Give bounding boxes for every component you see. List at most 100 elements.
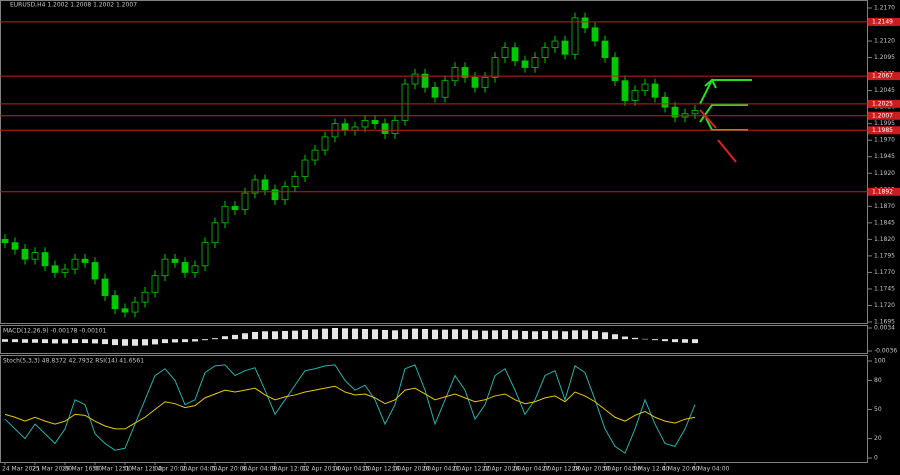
macd-bar bbox=[292, 330, 298, 340]
candle-body bbox=[151, 275, 159, 293]
macd-bar bbox=[592, 330, 598, 340]
macd-bar bbox=[212, 338, 218, 340]
candle-body bbox=[61, 268, 69, 273]
y-tick-label: 100 bbox=[874, 358, 886, 365]
x-tick-label: 21 Apr 12:00 bbox=[452, 466, 491, 473]
level-label: 1.2067 bbox=[872, 73, 893, 80]
macd-bar bbox=[192, 339, 198, 342]
y-tick-label: 50 bbox=[874, 406, 882, 413]
candle-body bbox=[31, 252, 39, 260]
candle-body bbox=[531, 57, 539, 68]
macd-bar bbox=[122, 339, 128, 346]
y-tick-label: 80 bbox=[874, 377, 882, 384]
candle-body bbox=[521, 60, 529, 68]
x-tick-label: 27 Apr 12:00 bbox=[542, 466, 581, 473]
candle-body bbox=[381, 123, 389, 135]
price-title: EURUSD,H4 1.2002 1.2008 1.2002 1.2007 bbox=[10, 2, 137, 9]
macd-bar bbox=[222, 336, 228, 340]
macd-bar bbox=[432, 329, 438, 340]
macd-bar bbox=[272, 331, 278, 340]
macd-bar bbox=[322, 328, 328, 340]
macd-bar bbox=[252, 331, 258, 340]
macd-bar bbox=[622, 336, 628, 340]
candle-body bbox=[81, 258, 89, 263]
price-panel bbox=[0, 0, 868, 324]
macd-bar bbox=[482, 330, 488, 340]
candle-body bbox=[191, 265, 199, 273]
y-tick-label: 1.2095 bbox=[874, 54, 895, 61]
macd-bar bbox=[92, 339, 98, 344]
macd-bar bbox=[682, 339, 688, 343]
x-tick-label: 31 Mar 12:00 bbox=[122, 466, 162, 473]
macd-bar bbox=[542, 330, 548, 340]
macd-bar bbox=[532, 331, 538, 340]
x-tick-label: 25 Mar 20:00 bbox=[32, 466, 72, 473]
x-tick-label: 14 Apr 04:00 bbox=[332, 466, 371, 473]
candle-body bbox=[271, 189, 279, 201]
candle-body bbox=[501, 47, 509, 58]
macd-bar bbox=[12, 339, 18, 343]
macd-bar bbox=[262, 331, 268, 340]
candle-body bbox=[431, 86, 439, 98]
x-tick-label: 15 Apr 12:00 bbox=[362, 466, 401, 473]
candle-body bbox=[481, 77, 489, 88]
x-tick-label: 1 Apr 20:00 bbox=[152, 466, 187, 473]
candle-body bbox=[101, 278, 109, 296]
candle-body bbox=[341, 123, 349, 131]
arrow-head bbox=[704, 78, 717, 89]
macd-bar bbox=[372, 329, 378, 340]
macd-panel bbox=[0, 325, 868, 354]
candle-body bbox=[371, 119, 379, 125]
candle-body bbox=[581, 17, 589, 29]
stoch-panel bbox=[0, 355, 868, 463]
y-tick-label: 1.1695 bbox=[874, 319, 895, 326]
y-tick-label: 0.0034 bbox=[874, 325, 895, 332]
x-tick-label: 30 Apr 04:00 bbox=[602, 466, 641, 473]
x-tick-label: 12 Apr 20:00 bbox=[302, 466, 341, 473]
level-label: 1.1985 bbox=[872, 127, 893, 134]
x-tick-label: 3 May 12:00 bbox=[632, 466, 670, 473]
macd-bar bbox=[82, 339, 88, 344]
macd-bar bbox=[352, 328, 358, 340]
candle-body bbox=[1, 238, 9, 244]
x-tick-label: 20 Apr 04:00 bbox=[422, 466, 461, 473]
y-tick-label: 1.1970 bbox=[874, 137, 895, 144]
macd-bar bbox=[642, 338, 648, 340]
y-tick-label: 1.1845 bbox=[874, 219, 895, 226]
macd-bar bbox=[602, 332, 608, 340]
macd-bar bbox=[612, 334, 618, 340]
macd-bar bbox=[382, 329, 388, 340]
macd-bar bbox=[52, 339, 58, 344]
macd-bar bbox=[22, 339, 28, 343]
macd-bar bbox=[582, 330, 588, 340]
macd-bar bbox=[572, 330, 578, 340]
candle-body bbox=[21, 248, 29, 260]
macd-bar bbox=[62, 339, 68, 344]
x-tick-label: 5 Apr 20:00 bbox=[212, 466, 247, 473]
macd-bar bbox=[182, 339, 188, 343]
forecast-arrows bbox=[699, 78, 752, 163]
candle-body bbox=[221, 205, 229, 224]
candle-body bbox=[141, 291, 149, 303]
macd-bar bbox=[472, 330, 478, 340]
macd-bar bbox=[242, 333, 248, 340]
level-box bbox=[868, 99, 900, 108]
candle-body bbox=[651, 83, 659, 98]
macd-bar bbox=[162, 339, 168, 344]
x-tick-label: 6 May 04:00 bbox=[692, 466, 730, 473]
macd-bar bbox=[202, 339, 208, 341]
candle-body bbox=[51, 265, 59, 273]
level-box bbox=[868, 111, 900, 120]
y-tick-label: 1.2170 bbox=[874, 5, 895, 12]
macd-bar bbox=[32, 339, 38, 343]
y-tick-label: 0 bbox=[874, 455, 878, 462]
macd-bar bbox=[522, 330, 528, 340]
y-tick-label: 1.1870 bbox=[874, 203, 895, 210]
candle-body bbox=[491, 57, 499, 78]
y-tick-label: 1.2120 bbox=[874, 38, 895, 45]
candle-body bbox=[291, 176, 299, 187]
macd-bar bbox=[282, 330, 288, 340]
candle-body bbox=[161, 258, 169, 277]
